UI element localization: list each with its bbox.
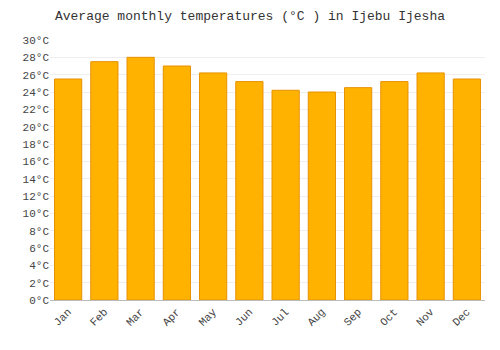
svg-text:Dec: Dec — [450, 306, 472, 328]
svg-text:Feb: Feb — [88, 306, 110, 328]
svg-text:10°C: 10°C — [23, 208, 50, 220]
svg-text:12°C: 12°C — [23, 191, 50, 203]
svg-text:8°C: 8°C — [29, 226, 49, 238]
svg-text:4°C: 4°C — [29, 260, 49, 272]
svg-text:20°C: 20°C — [23, 122, 50, 134]
svg-text:26°C: 26°C — [23, 70, 50, 82]
svg-text:22°C: 22°C — [23, 104, 50, 116]
svg-text:Jan: Jan — [52, 306, 74, 328]
svg-text:Jun: Jun — [233, 306, 255, 328]
svg-text:Aug: Aug — [305, 306, 327, 328]
svg-text:14°C: 14°C — [23, 174, 50, 186]
svg-text:Apr: Apr — [160, 306, 182, 328]
svg-text:Nov: Nov — [414, 306, 437, 329]
svg-text:Mar: Mar — [124, 306, 146, 328]
svg-text:Oct: Oct — [378, 306, 400, 328]
svg-text:0°C: 0°C — [29, 295, 49, 307]
svg-text:16°C: 16°C — [23, 156, 50, 168]
svg-text:30°C: 30°C — [23, 35, 50, 47]
svg-text:May: May — [197, 306, 220, 329]
svg-text:18°C: 18°C — [23, 139, 50, 151]
svg-text:6°C: 6°C — [29, 243, 49, 255]
svg-text:Average monthly temperatures (: Average monthly temperatures (°C ) in Ij… — [55, 9, 445, 24]
svg-text:2°C: 2°C — [29, 278, 49, 290]
svg-text:Sep: Sep — [342, 306, 364, 328]
svg-text:28°C: 28°C — [23, 52, 50, 64]
svg-text:24°C: 24°C — [23, 87, 50, 99]
svg-text:Jul: Jul — [269, 306, 291, 328]
